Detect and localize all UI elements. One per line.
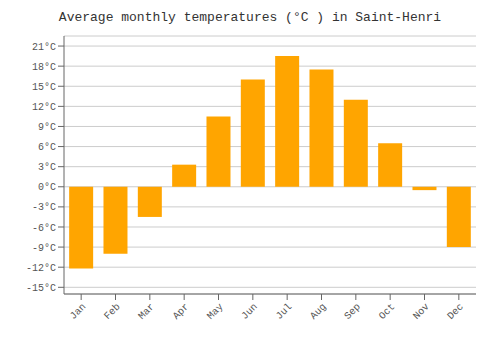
svg-text:Dec: Dec <box>445 301 466 322</box>
svg-text:Apr: Apr <box>171 301 192 322</box>
svg-text:Nov: Nov <box>411 301 432 322</box>
html-text:Average monthly temperatures (: Average monthly temperatures (°C ) in Sa… <box>58 10 442 25</box>
svg-text:-15°C: -15°C <box>26 283 56 294</box>
svg-text:-6°C: -6°C <box>32 223 56 234</box>
svg-text:12°C: 12°C <box>32 102 56 113</box>
svg-text:21°C: 21°C <box>32 42 56 53</box>
svg-text:3°C: 3°C <box>38 162 56 173</box>
svg-text:Aug: Aug <box>308 301 329 322</box>
svg-text:Jun: Jun <box>239 301 260 322</box>
svg-text:9°C: 9°C <box>38 122 56 133</box>
svg-text:15°C: 15°C <box>32 82 56 93</box>
svg-text:-3°C: -3°C <box>32 202 56 213</box>
svg-text:Oct: Oct <box>377 301 398 322</box>
svg-text:Sep: Sep <box>342 301 363 322</box>
svg-text:6°C: 6°C <box>38 142 56 153</box>
svg-text:0°C: 0°C <box>38 182 56 193</box>
svg-text:May: May <box>205 301 226 322</box>
svg-text:-12°C: -12°C <box>26 263 56 274</box>
svg-text:-9°C: -9°C <box>32 243 56 254</box>
svg-text:Mar: Mar <box>136 301 157 322</box>
svg-text:18°C: 18°C <box>32 62 56 73</box>
svg-text:Feb: Feb <box>102 301 123 322</box>
svg-text:Jan: Jan <box>68 301 89 322</box>
svg-text:Jul: Jul <box>274 301 295 322</box>
